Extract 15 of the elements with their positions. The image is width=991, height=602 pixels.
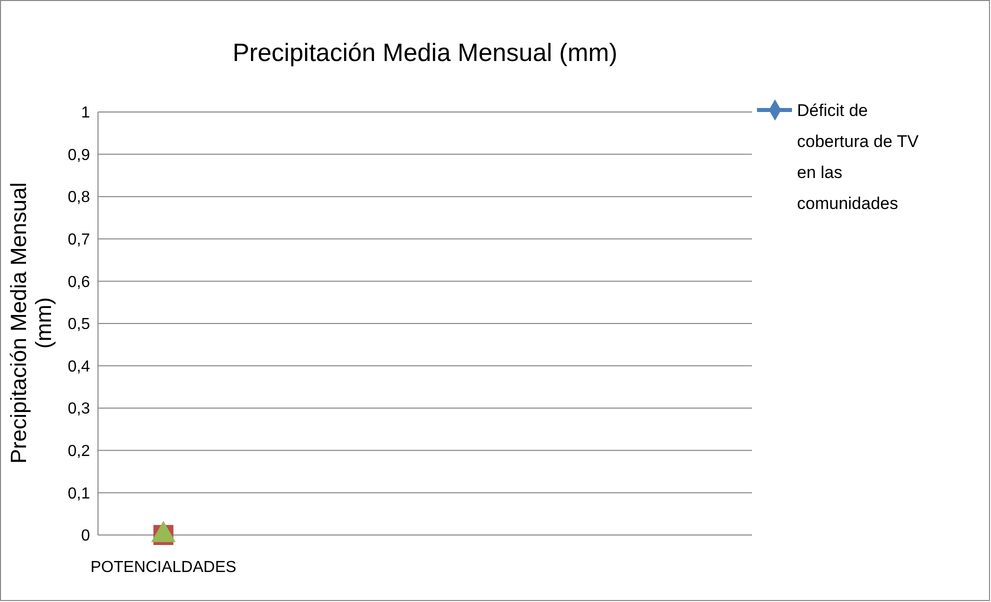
- y-tick-label: 0,3: [68, 400, 90, 418]
- y-tick-label: 1: [81, 104, 90, 122]
- y-tick-label: 0,9: [68, 146, 90, 164]
- y-tick-label: 0,4: [68, 358, 90, 376]
- y-tick-label: 0,7: [68, 232, 90, 248]
- y-tick-label: 0: [81, 528, 90, 545]
- y-tick-label: 0,5: [68, 316, 90, 334]
- y-tick-label: 0,1: [68, 485, 90, 502]
- y-tick-label: 0,6: [68, 274, 90, 291]
- y-tick-label: 0,2: [68, 443, 90, 460]
- legend-label: Déficit de cobertura de TV en las comunidades: [797, 100, 920, 213]
- y-axis-title: Precipitación Media Mensual (mm): [6, 182, 56, 464]
- chart-title: Precipitación Media Mensual (mm): [232, 39, 618, 67]
- x-tick-label: POTENCIALDADES: [90, 559, 236, 576]
- y-tick-label: 0,8: [68, 189, 90, 206]
